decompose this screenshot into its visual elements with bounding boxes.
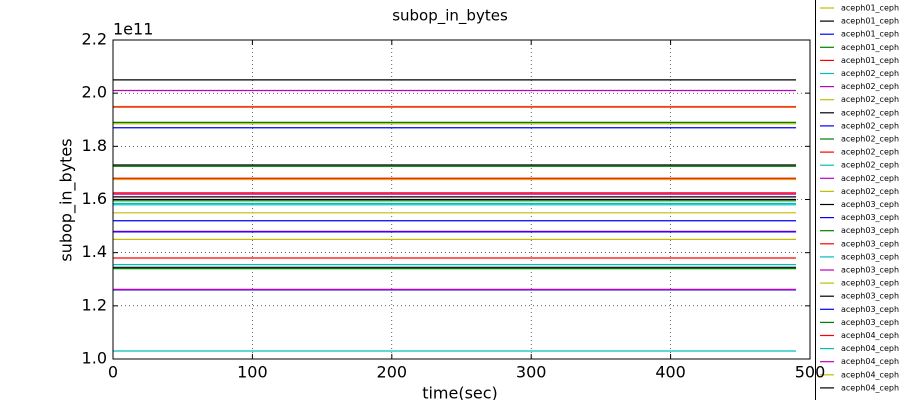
legend-label: aceph01_ceph (841, 30, 899, 39)
legend-label: aceph02_ceph (841, 121, 899, 130)
legend-label: aceph03_ceph (841, 305, 899, 314)
chart-title: subop_in_bytes (392, 7, 508, 26)
legend-label: aceph04_ceph (841, 383, 899, 392)
y-tick-label: 2.0 (82, 83, 107, 102)
legend-label: aceph03_ceph (841, 279, 899, 288)
y-tick-label: 1.2 (82, 295, 107, 314)
x-tick-label: 400 (655, 363, 686, 382)
y-tick-label: 2.2 (82, 30, 107, 49)
legend-label: aceph02_ceph (841, 95, 899, 104)
legend-box (815, 0, 900, 400)
legend-label: aceph02_ceph (841, 187, 899, 196)
legend-label: aceph01_ceph (841, 17, 899, 26)
legend-label: aceph04_ceph (841, 344, 899, 353)
x-tick-label: 200 (377, 363, 408, 382)
legend-label: aceph01_ceph (841, 56, 899, 65)
x-tick-label: 100 (237, 363, 268, 382)
legend: aceph01_cephaceph01_cephaceph01_cephacep… (820, 4, 899, 392)
x-tick-label: 0 (108, 363, 118, 382)
legend-label: aceph02_ceph (841, 148, 899, 157)
legend-label: aceph03_ceph (841, 318, 899, 327)
legend-label: aceph02_ceph (841, 69, 899, 78)
legend-label: aceph03_ceph (841, 266, 899, 275)
legend-label: aceph02_ceph (841, 108, 899, 117)
legend-label: aceph02_ceph (841, 174, 899, 183)
legend-label: aceph03_ceph (841, 252, 899, 261)
legend-label: aceph02_ceph (841, 82, 899, 91)
x-tick-label: 300 (516, 363, 547, 382)
legend-label: aceph02_ceph (841, 161, 899, 170)
y-tick-label: 1.0 (82, 349, 107, 368)
plot-frame (112, 39, 811, 360)
x-axis-label: time(sec) (422, 384, 498, 400)
y-tick-label: 1.4 (82, 242, 107, 261)
legend-label: aceph03_ceph (841, 292, 899, 301)
x-tick-label: 500 (795, 363, 826, 382)
y-tick-label: 1.6 (82, 189, 107, 208)
offset-text: 1e11 (113, 20, 153, 39)
legend-label: aceph03_ceph (841, 239, 899, 248)
legend-label: aceph04_ceph (841, 357, 899, 366)
legend-label: aceph02_ceph (841, 135, 899, 144)
legend-label: aceph04_ceph (841, 370, 899, 379)
legend-label: aceph04_ceph (841, 331, 899, 340)
legend-label: aceph03_ceph (841, 200, 899, 209)
legend-label: aceph03_ceph (841, 226, 899, 235)
y-axis-label: subop_in_bytes (57, 138, 77, 261)
legend-label: aceph01_ceph (841, 43, 899, 52)
legend-label: aceph01_ceph (841, 4, 899, 13)
y-tick-label: 1.8 (82, 136, 107, 155)
legend-label: aceph03_ceph (841, 213, 899, 222)
